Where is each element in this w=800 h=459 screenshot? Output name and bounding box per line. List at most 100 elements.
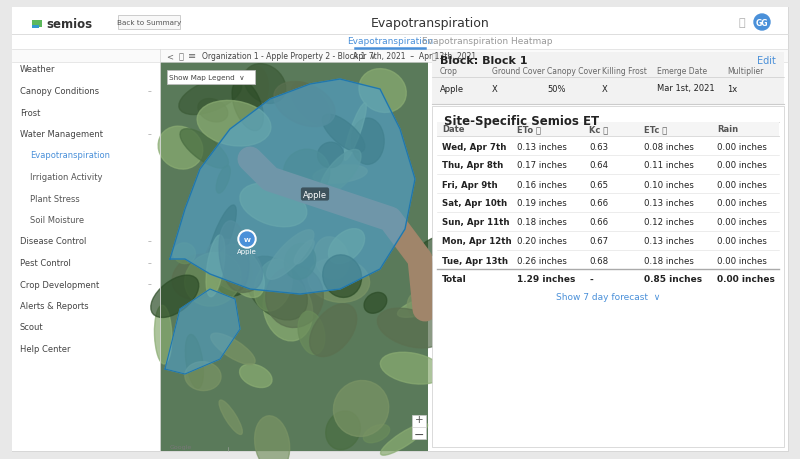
- Circle shape: [754, 15, 770, 31]
- Text: –: –: [148, 130, 152, 139]
- Text: 📅: 📅: [432, 52, 437, 61]
- Text: 0.12 inches: 0.12 inches: [644, 218, 694, 227]
- Ellipse shape: [150, 275, 198, 318]
- Text: ≡: ≡: [188, 51, 196, 62]
- Ellipse shape: [320, 150, 361, 195]
- Text: 0.65: 0.65: [589, 180, 608, 189]
- Ellipse shape: [219, 400, 242, 435]
- Text: Sat, Apr 10th: Sat, Apr 10th: [442, 199, 507, 208]
- Bar: [12, 50, 788, 63]
- Text: Killing Frost: Killing Frost: [602, 67, 647, 76]
- Ellipse shape: [239, 364, 272, 388]
- Ellipse shape: [326, 411, 360, 450]
- Text: 0.00 inches: 0.00 inches: [717, 199, 767, 208]
- Text: 0.19 inches: 0.19 inches: [517, 199, 566, 208]
- Text: GG: GG: [756, 18, 768, 28]
- Text: 0.10 inches: 0.10 inches: [644, 180, 694, 189]
- Ellipse shape: [207, 206, 236, 271]
- Text: 1.29 inches: 1.29 inches: [517, 275, 575, 284]
- Text: 0.00 inches: 0.00 inches: [717, 142, 767, 151]
- Text: Apr 7th, 2021  –  Apr 13th, 2021: Apr 7th, 2021 – Apr 13th, 2021: [353, 52, 476, 61]
- Text: 0.13 inches: 0.13 inches: [517, 142, 567, 151]
- Ellipse shape: [158, 127, 202, 170]
- Text: Evapotranspiration: Evapotranspiration: [347, 36, 433, 45]
- Bar: [412, 415, 426, 439]
- Ellipse shape: [245, 257, 307, 320]
- Bar: [432, 53, 784, 105]
- Ellipse shape: [179, 78, 242, 115]
- Ellipse shape: [174, 243, 195, 264]
- Ellipse shape: [298, 312, 325, 355]
- Text: Multiplier: Multiplier: [727, 67, 763, 76]
- Text: −: −: [414, 428, 424, 441]
- Text: Weather: Weather: [20, 65, 55, 74]
- Text: Pest Control: Pest Control: [20, 258, 71, 268]
- Ellipse shape: [254, 416, 290, 459]
- Text: 0.00 inches: 0.00 inches: [717, 161, 767, 170]
- Text: Canopy Cover: Canopy Cover: [547, 67, 601, 76]
- Text: Show Map Legend  ∨: Show Map Legend ∨: [170, 75, 245, 81]
- Ellipse shape: [180, 129, 229, 169]
- Polygon shape: [165, 289, 240, 374]
- Text: 0.66: 0.66: [589, 199, 608, 208]
- Text: 0.11 inches: 0.11 inches: [644, 161, 694, 170]
- Text: –: –: [148, 87, 152, 96]
- Ellipse shape: [266, 266, 323, 328]
- Text: 0.64: 0.64: [589, 161, 608, 170]
- Ellipse shape: [186, 335, 203, 389]
- Text: 0.00 inches: 0.00 inches: [717, 218, 767, 227]
- Text: W: W: [243, 238, 250, 243]
- Text: <: <: [166, 52, 174, 61]
- Ellipse shape: [344, 104, 366, 161]
- Ellipse shape: [407, 291, 433, 318]
- Ellipse shape: [314, 237, 349, 280]
- Text: –: –: [148, 237, 152, 246]
- Ellipse shape: [363, 425, 390, 443]
- Text: -: -: [589, 275, 593, 284]
- Ellipse shape: [313, 166, 367, 184]
- Text: ⧉: ⧉: [178, 52, 183, 61]
- Text: 0.00 inches: 0.00 inches: [717, 180, 767, 189]
- Bar: [32, 21, 42, 28]
- Ellipse shape: [263, 277, 313, 341]
- Text: Scout: Scout: [20, 323, 44, 332]
- Ellipse shape: [216, 254, 252, 297]
- Bar: [437, 123, 779, 137]
- Ellipse shape: [206, 240, 262, 293]
- Ellipse shape: [334, 381, 389, 437]
- Ellipse shape: [318, 143, 344, 168]
- Text: 0.00 inches: 0.00 inches: [717, 275, 775, 284]
- Text: Canopy Conditions: Canopy Conditions: [20, 87, 99, 96]
- Ellipse shape: [197, 101, 271, 147]
- Text: Ground Cover: Ground Cover: [492, 67, 545, 76]
- Ellipse shape: [266, 230, 314, 280]
- Text: Evapotranspiration Heatmap: Evapotranspiration Heatmap: [422, 36, 552, 45]
- Circle shape: [238, 230, 256, 248]
- Text: Organization 1 - Apple Property 2 - Block 1  ∨: Organization 1 - Apple Property 2 - Bloc…: [202, 52, 376, 61]
- Text: Help Center: Help Center: [20, 344, 70, 353]
- Text: 0.08 inches: 0.08 inches: [644, 142, 694, 151]
- Text: Alerts & Reports: Alerts & Reports: [20, 302, 89, 310]
- Text: 0.18 inches: 0.18 inches: [517, 218, 567, 227]
- Bar: [12, 63, 160, 451]
- Text: Block: Block 1: Block: Block 1: [440, 56, 527, 66]
- Text: Frost: Frost: [20, 108, 40, 117]
- Text: Sun, Apr 11th: Sun, Apr 11th: [442, 218, 510, 227]
- Text: 0.63: 0.63: [589, 142, 608, 151]
- Text: Fri, Apr 9th: Fri, Apr 9th: [442, 180, 498, 189]
- Text: Wed, Apr 7th: Wed, Apr 7th: [442, 142, 506, 151]
- Text: 0.26 inches: 0.26 inches: [517, 256, 567, 265]
- Text: 0.18 inches: 0.18 inches: [644, 256, 694, 265]
- Ellipse shape: [308, 258, 370, 302]
- Ellipse shape: [378, 308, 444, 348]
- Text: 0.66: 0.66: [589, 218, 608, 227]
- Bar: [12, 35, 788, 50]
- Text: 0.00 inches: 0.00 inches: [717, 256, 767, 265]
- Text: Tue, Apr 13th: Tue, Apr 13th: [442, 256, 508, 265]
- Bar: [167, 71, 255, 85]
- Ellipse shape: [185, 253, 242, 307]
- Ellipse shape: [380, 353, 443, 384]
- Bar: [118, 16, 180, 30]
- Text: Irrigation Activity: Irrigation Activity: [30, 173, 102, 182]
- Ellipse shape: [210, 333, 255, 365]
